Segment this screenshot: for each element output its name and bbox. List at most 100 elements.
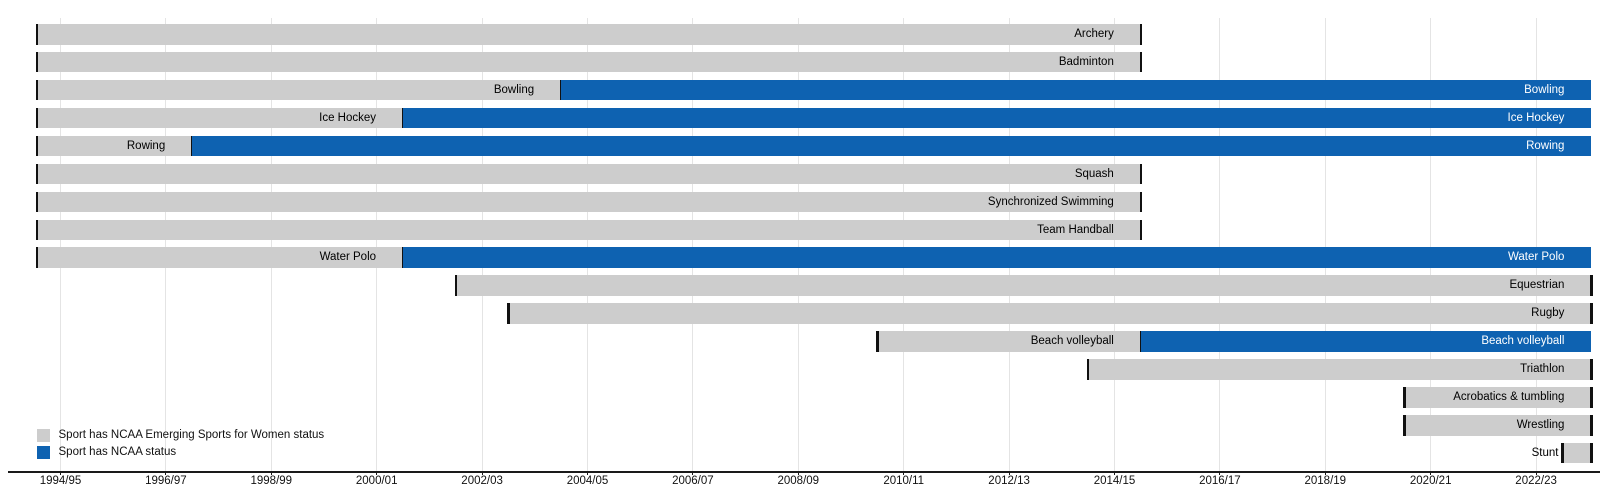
bar-start-cap [876, 331, 879, 352]
x-axis-line [8, 470, 1600, 473]
timeline-bar-ncaa [1140, 331, 1592, 352]
timeline-bar-emerging [1088, 359, 1592, 380]
bar-label: Equestrian [1509, 279, 1565, 292]
legend-label-emerging: Sport has NCAA Emerging Sports for Women… [58, 429, 325, 441]
bar-label: Team Handball [1037, 223, 1114, 236]
gridline [1008, 18, 1010, 471]
bar-label: Beach volleyball [1030, 335, 1114, 348]
bar-label: Ice Hockey [319, 111, 377, 124]
timeline-bar-emerging [1404, 387, 1592, 408]
timeline-bar-emerging [1562, 442, 1592, 464]
bar-start-cap [35, 219, 38, 240]
bar-start-cap [35, 163, 38, 185]
bar-start-cap [35, 191, 38, 213]
gridline [376, 18, 378, 471]
bar-end-cap [1139, 331, 1143, 352]
bar-end-cap [1590, 442, 1593, 464]
bar-label: Water Polo [319, 251, 377, 264]
axis-tick [1430, 470, 1432, 475]
legend-label-ncaa: Sport has NCAA status [58, 446, 177, 458]
bar-start-cap [1403, 415, 1406, 436]
axis-tick [903, 470, 905, 475]
axis-tick [1219, 470, 1221, 475]
tick-label: 2004/05 [566, 474, 609, 487]
tick-label: 2022/23 [1515, 474, 1557, 487]
bar-label: Squash [1074, 167, 1114, 180]
gridline [1535, 18, 1537, 471]
tick-label: 2020/21 [1409, 474, 1452, 487]
bar-end-cap [1590, 415, 1593, 436]
gridline [1430, 18, 1432, 471]
bar-start-cap [1086, 359, 1090, 380]
tick-label: 1996/97 [145, 474, 187, 487]
bar-end-cap [559, 79, 563, 101]
bar-start-cap [35, 135, 38, 157]
bar-label: Stunt [1531, 446, 1559, 459]
bar-label: Wrestling [1516, 419, 1565, 432]
bar-start-cap [507, 303, 510, 324]
timeline-bar-ncaa [403, 247, 1592, 268]
bar-end-cap [401, 107, 405, 129]
bar-start-cap [35, 51, 38, 73]
axis-tick [1535, 470, 1537, 475]
gridline [797, 18, 799, 471]
bar-end-cap [1139, 163, 1143, 185]
bar-end-cap [1139, 51, 1143, 73]
bar-label: Bowling [1524, 83, 1565, 96]
tick-label: 1998/99 [250, 474, 293, 487]
gridline [587, 18, 588, 471]
axis-tick [797, 470, 799, 475]
bar-start-cap [35, 24, 38, 45]
bar-label: Archery [1074, 28, 1114, 40]
axis-tick [481, 470, 483, 475]
axis-tick [587, 470, 588, 475]
timeline-bar-emerging [455, 275, 1592, 296]
tick-label: 2012/13 [988, 474, 1030, 487]
tick-label: 2006/07 [672, 474, 714, 487]
bar-label: Ice Hockey [1507, 111, 1565, 124]
bar-label: Rowing [126, 139, 166, 152]
bar-end-cap [1590, 303, 1593, 324]
gridline [60, 18, 61, 471]
timeline-bar-emerging [36, 163, 1141, 185]
timeline-bar-emerging [36, 191, 1141, 213]
axis-tick [165, 470, 167, 475]
bar-start-cap [1561, 442, 1564, 464]
tick-label: 2014/15 [1093, 474, 1136, 487]
bar-start-cap [1403, 387, 1406, 408]
timeline-bar-emerging [877, 331, 1141, 352]
bar-label: Rugby [1531, 307, 1565, 320]
timeline-bar-emerging [36, 51, 1141, 73]
bar-end-cap [191, 135, 194, 157]
timeline-bar-emerging [36, 247, 404, 268]
legend-item-emerging: Sport has NCAA Emerging Sports for Women… [37, 429, 324, 442]
tick-label: 2016/17 [1199, 474, 1241, 487]
gridline [481, 18, 483, 471]
bar-start-cap [35, 107, 38, 129]
gridline [692, 18, 694, 471]
axis-tick [692, 470, 694, 475]
timeline-bar-ncaa [403, 107, 1592, 129]
timeline-bar-emerging [1404, 415, 1592, 436]
axis-tick [270, 470, 272, 475]
timeline-bar-emerging [36, 107, 404, 129]
bar-label: Bowling [493, 83, 535, 96]
axis-tick [1324, 470, 1326, 475]
timeline-bar-emerging [36, 219, 1141, 240]
tick-label: 2010/11 [883, 474, 925, 487]
bar-label: Badminton [1058, 55, 1114, 68]
axis-tick [1114, 470, 1115, 475]
bar-label: Synchronized Swimming [987, 195, 1114, 208]
tick-label: 2008/09 [777, 474, 820, 487]
gridline [1219, 18, 1221, 471]
bar-start-cap [454, 275, 457, 296]
timeline-bar-emerging [36, 135, 193, 157]
tick-label: 2000/01 [355, 474, 398, 487]
legend-item-ncaa: Sport has NCAA status [37, 446, 176, 459]
bar-end-cap [1139, 219, 1143, 240]
tick-label: 2002/03 [461, 474, 503, 487]
bar-end-cap [1590, 275, 1593, 296]
axis-tick [376, 470, 378, 475]
